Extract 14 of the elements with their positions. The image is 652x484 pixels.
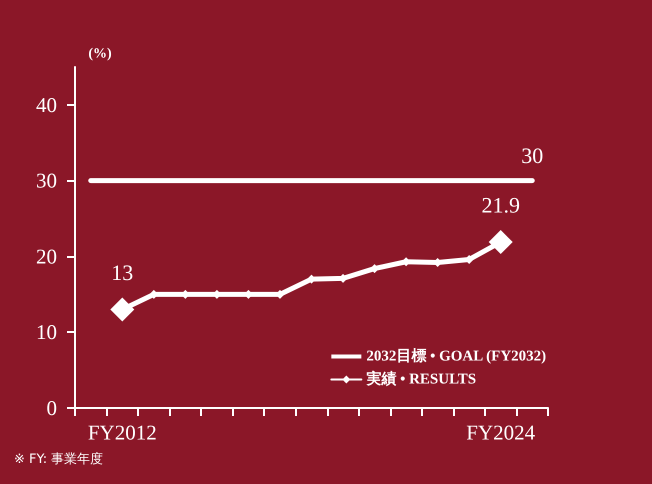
legend-label: 実績 • RESULTS <box>365 370 476 388</box>
y-tick-label: 20 <box>36 244 57 268</box>
x-tick-label: FY2012 <box>88 420 157 444</box>
y-tick-label: 10 <box>36 320 57 344</box>
x-tick-label: FY2024 <box>466 420 536 444</box>
data-label: 21.9 <box>481 192 520 218</box>
text: ※ FY: 事業年度 <box>14 451 104 467</box>
y-tick-label: 40 <box>36 92 57 117</box>
data-label: 13 <box>111 260 134 285</box>
y-tick-label: 30 <box>36 168 57 193</box>
y-tick-label: 0 <box>46 396 57 420</box>
legend-label: 2032目標 • GOAL (FY2032) <box>366 348 546 364</box>
data-label: 30 <box>521 143 544 168</box>
y-axis-title: (%) <box>88 46 112 62</box>
